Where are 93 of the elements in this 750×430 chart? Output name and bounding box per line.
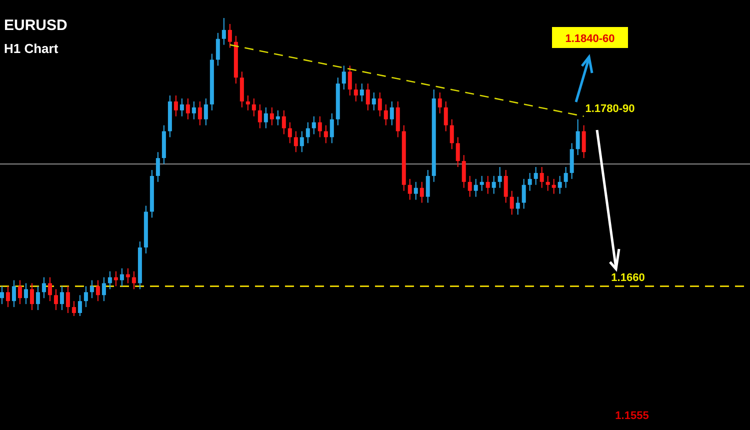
candlestick [54, 288, 58, 311]
candlestick [228, 23, 232, 48]
candlestick [390, 100, 394, 126]
candlestick [300, 130, 304, 153]
candlestick [24, 282, 28, 305]
candlestick [30, 282, 34, 311]
candlestick [576, 118, 580, 156]
candlestick [132, 270, 136, 290]
candlestick [570, 142, 574, 180]
candlestick [348, 65, 352, 96]
text: H1 Chart [4, 41, 59, 56]
candlestick [18, 280, 22, 305]
candlestick [516, 196, 520, 216]
candlestick [78, 294, 82, 316]
candlestick [486, 175, 490, 194]
candlestick [474, 178, 478, 198]
candlestick [420, 181, 424, 204]
candlestick [396, 100, 400, 138]
candlestick [6, 286, 10, 308]
candlestick [126, 268, 130, 284]
candlestick [522, 178, 526, 210]
candlestick [564, 166, 568, 188]
text: 1.1660 [611, 272, 645, 284]
candlestick [102, 276, 106, 302]
text: 1.1555 [615, 410, 649, 422]
candlestick [552, 178, 556, 194]
candlestick [456, 136, 460, 168]
annotation: 1.1780-90 [585, 103, 635, 115]
candlestick [558, 175, 562, 194]
candlestick [246, 94, 250, 111]
candlestick [108, 270, 112, 290]
candlestick [324, 124, 328, 144]
candlestick [366, 83, 370, 111]
candlestick [186, 98, 190, 120]
candlestick [480, 175, 484, 192]
candlestick [546, 175, 550, 192]
candlestick [204, 98, 208, 126]
candlestick [258, 104, 262, 129]
candlestick [354, 83, 358, 102]
candlestick [342, 65, 346, 90]
candlestick [84, 286, 88, 308]
candlestick [582, 124, 586, 159]
candlestick [270, 106, 274, 126]
candlestick [276, 110, 280, 126]
candlestick [462, 154, 466, 188]
candlestick [90, 280, 94, 299]
candlestick [534, 166, 538, 186]
candlestick [312, 116, 316, 135]
candlestick [42, 276, 46, 299]
candlestick [240, 71, 244, 108]
candlestick [216, 32, 220, 66]
candlestick [192, 100, 196, 120]
candlestick [504, 169, 508, 204]
candlestick [180, 98, 184, 117]
candlestick [72, 300, 76, 316]
candlestick [414, 181, 418, 200]
candlestick [492, 175, 496, 194]
candlestick [528, 172, 532, 192]
candlestick [306, 122, 310, 144]
candlestick [330, 112, 334, 144]
candlestick [426, 169, 430, 204]
candlestick [318, 116, 322, 138]
candlestick [384, 104, 388, 126]
candlestick [48, 276, 52, 302]
candlestick [120, 268, 124, 287]
candlestick [372, 92, 376, 111]
candlestick [438, 92, 442, 114]
candlestick [96, 280, 100, 302]
candlestick [174, 94, 178, 117]
candlestick [222, 18, 226, 46]
candlestick [360, 83, 364, 102]
candlestick [264, 106, 268, 129]
candlestick [540, 166, 544, 188]
candlestick [444, 100, 448, 132]
candlestick [468, 175, 472, 198]
candlestick [198, 100, 202, 126]
candlestick [66, 286, 70, 314]
candlestick [378, 92, 382, 117]
candlestick [12, 280, 16, 308]
candlestick [156, 152, 160, 182]
candlestick [288, 122, 292, 144]
candlestick [36, 286, 40, 311]
candlestick [510, 190, 514, 216]
candlestick [282, 110, 286, 135]
candlestick [294, 130, 298, 153]
candlestick [60, 286, 64, 311]
candlestick [450, 118, 454, 150]
candlestick [498, 166, 502, 188]
annotation: 1.1840-60 [565, 33, 615, 45]
chart-title: EURUSD [4, 17, 68, 34]
candlestick [0, 286, 4, 305]
candlestick [408, 178, 412, 200]
candlestick [252, 98, 256, 117]
